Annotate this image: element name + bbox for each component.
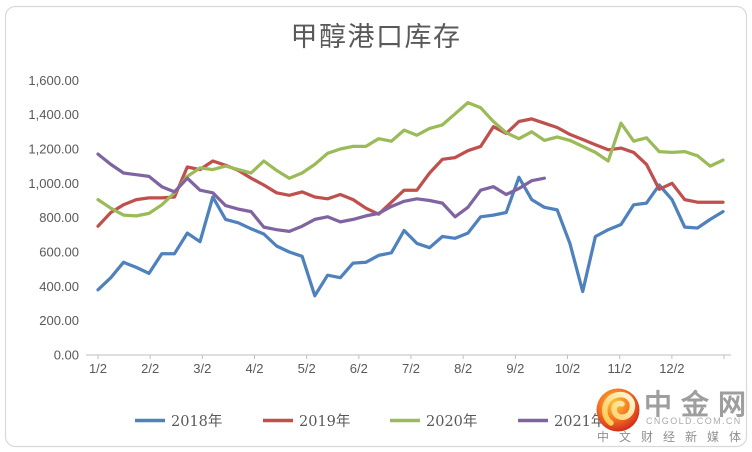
x-axis-label: 9/2 [506, 361, 524, 376]
cngold-watermark: 中金网 CNGOLD.COM.CN 中文财经新媒体 [596, 388, 752, 444]
x-axis-label: 10/2 [555, 361, 580, 376]
watermark-domain: CNGOLD.COM.CN [646, 416, 742, 426]
x-axis-label: 12/2 [659, 361, 684, 376]
x-axis-label: 4/2 [245, 361, 263, 376]
legend-label-2019[interactable]: 2019年 [299, 413, 350, 430]
x-axis-label: 2/2 [141, 361, 159, 376]
chart-legend: 2018年 2019年 2020年 2021年 [135, 413, 605, 430]
line-series-2018年 [96, 175, 725, 298]
legend-label-2018[interactable]: 2018年 [171, 413, 222, 430]
x-axis-label: 1/2 [89, 361, 107, 376]
series-lines [96, 100, 725, 298]
y-axis-label: 0.00 [54, 348, 79, 363]
y-axis-label: 1,000.00 [28, 176, 79, 191]
watermark-brand: 中金网 [644, 388, 752, 421]
y-axis-labels: 1,600.00 1,400.00 1,200.00 1,000.00 800.00 60… [28, 73, 79, 363]
y-axis-label: 800.00 [39, 210, 79, 225]
cngold-swirl-icon [602, 391, 636, 426]
line-series-2020年 [96, 100, 725, 218]
x-axis: 1/2 2/2 3/2 4/2 5/2 6/2 7/2 8/2 9/2 10/2 11/2 12/2 [86, 354, 731, 376]
x-axis-label: 8/2 [454, 361, 472, 376]
y-axis-label: 600.00 [39, 244, 79, 259]
x-axis-label: 6/2 [350, 361, 368, 376]
chart-title: 甲醇港口库存 [291, 22, 462, 53]
y-axis-label: 400.00 [39, 279, 79, 294]
legend-label-2021[interactable]: 2021年 [554, 413, 605, 430]
y-axis-label: 1,600.00 [28, 73, 79, 88]
chart-border [4, 5, 748, 448]
x-axis-label: 3/2 [193, 361, 211, 376]
legend-label-2020[interactable]: 2020年 [426, 413, 477, 430]
y-axis-label: 1,400.00 [28, 107, 79, 122]
watermark-tagline: 中文财经新媒体 [597, 429, 751, 444]
y-axis-label: 200.00 [39, 313, 79, 328]
x-axis-label: 7/2 [402, 361, 420, 376]
x-axis-label: 11/2 [608, 361, 632, 376]
line-series-2021年 [96, 152, 547, 234]
y-axis-label: 1,200.00 [28, 141, 79, 156]
x-axis-label: 5/2 [298, 361, 316, 376]
